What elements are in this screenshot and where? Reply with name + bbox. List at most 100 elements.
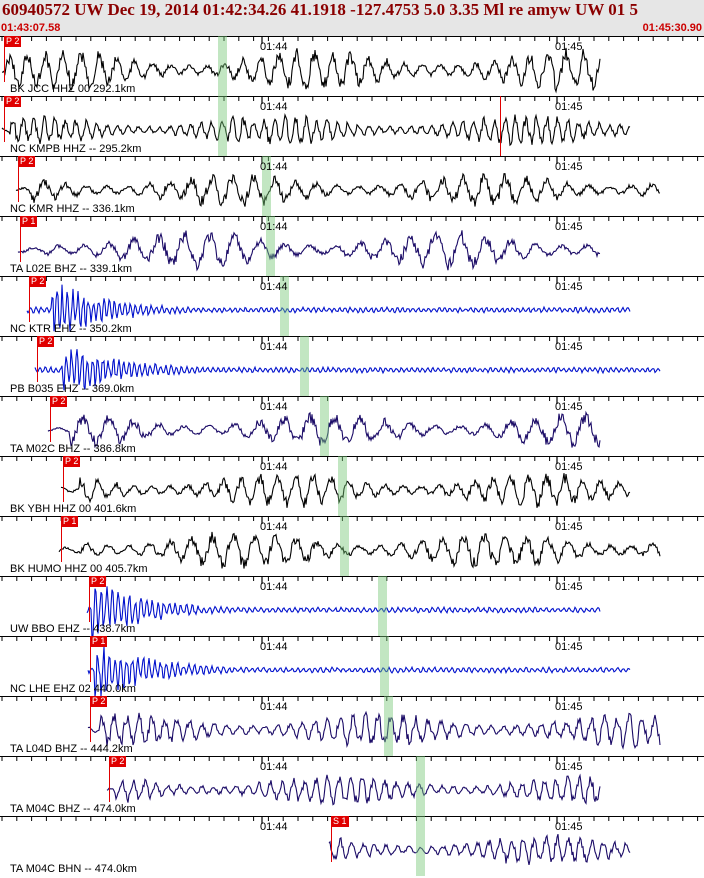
phase-pick-flag[interactable]: P 2 [63,456,81,467]
pick-line[interactable] [109,756,110,802]
seismogram-trace [328,834,631,866]
pick-line[interactable] [4,36,5,82]
phase-pick-flag[interactable]: P 1 [61,516,79,527]
station-label: NC LHE EHZ 02 440.0km [10,683,136,695]
arrival-marker[interactable] [416,756,425,816]
pick-line[interactable] [29,276,30,322]
phase-pick-flag[interactable]: P 2 [89,576,107,587]
phase-pick-flag[interactable]: P 2 [90,696,108,707]
pick-line[interactable] [20,216,21,262]
arrival-marker[interactable] [338,456,347,516]
arrival-marker[interactable] [378,576,387,636]
minute-label: 01:45 [555,821,583,833]
arrival-marker[interactable] [280,276,289,336]
seismogram-trace [1,47,601,94]
phase-pick-flag[interactable]: P 2 [29,276,47,287]
trace-panel[interactable]: 01:44 01:45 S 1 TA M04C BHN -- 474.0km [0,816,704,876]
station-label: TA M02C BHZ -- 386.8km [10,443,136,455]
station-label: BK HUMO HHZ 00 405.7km [10,563,148,575]
pick-line[interactable] [37,336,38,382]
minute-label: 01:44 [260,581,288,593]
pick-line[interactable] [331,816,332,862]
phase-pick-flag[interactable]: P 2 [4,96,22,107]
seismogram-trace [34,349,661,391]
minute-label: 01:44 [260,821,288,833]
minute-label: 01:44 [260,101,288,113]
arrival-marker[interactable] [262,156,271,216]
arrival-marker[interactable] [416,816,425,876]
start-time: 01:43:07.58 [1,22,61,34]
station-label: NC KMR HHZ -- 336.1km [10,203,135,215]
waveform-plot [0,456,704,508]
phase-pick-flag[interactable]: P 2 [109,756,127,767]
phase-pick-flag[interactable]: P 2 [50,396,68,407]
trace-panel[interactable]: 01:44 01:45 P 2 PB B035 EHZ -- 369.0km [0,336,704,396]
minute-label: 01:45 [555,581,583,593]
trace-panel[interactable]: 01:44 01:45 P 2 BK YBH HHZ 00 401.6km [0,456,704,516]
waveform-plot [0,576,704,636]
seismogram-trace [47,410,601,449]
minute-label: 01:45 [555,701,583,713]
arrival-marker[interactable] [218,36,227,96]
minute-label: 01:44 [260,41,288,53]
pick-line[interactable] [90,696,91,742]
trace-panel[interactable]: 01:44 01:45 P 2 TA M04C BHZ -- 474.0km [0,756,704,816]
trace-panel[interactable]: 01:44 01:45 P 2 BK JCC HHZ 00 292.1km [0,36,704,96]
minute-label: 01:44 [260,401,288,413]
phase-pick-flag[interactable]: P 1 [90,636,108,647]
arrival-marker[interactable] [300,336,309,396]
event-title: 60940572 UW Dec 19, 2014 01:42:34.26 41.… [2,0,639,19]
phase-pick-flag[interactable]: P 1 [20,216,38,227]
waveform-plot [0,96,704,147]
minute-label: 01:44 [260,161,288,173]
waveform-plot [0,216,704,272]
pick-line[interactable] [63,456,64,502]
minute-label: 01:45 [555,521,583,533]
arrival-marker[interactable] [384,696,393,756]
pick-line[interactable] [90,636,91,682]
pick-line[interactable] [61,516,62,562]
minute-label: 01:45 [555,341,583,353]
pick-line[interactable] [18,156,19,202]
station-label: BK JCC HHZ 00 292.1km [10,83,136,95]
arrival-marker[interactable] [340,516,349,576]
minute-label: 01:45 [555,641,583,653]
arrival-marker[interactable] [320,396,329,456]
pick-line[interactable] [4,96,5,142]
trace-panel[interactable]: 01:44 01:45 P 2 NC KTR EHZ -- 350.2km [0,276,704,336]
station-label: TA L02E BHZ -- 339.1km [10,263,133,275]
trace-panel[interactable]: 01:44 01:45 P 1 BK HUMO HHZ 00 405.7km [0,516,704,576]
trace-panel[interactable]: 01:44 01:45 P 1 NC LHE EHZ 02 440.0km [0,636,704,696]
trace-panel[interactable]: 01:44 01:45 P 2 UW BBO EHZ -- 438.7km [0,576,704,636]
minute-label: 01:44 [260,701,288,713]
station-label: PB B035 EHZ -- 369.0km [10,383,135,395]
trace-panel[interactable]: 01:44 01:45 P 2 NC KMPB HHZ -- 295.2km [0,96,704,156]
arrival-marker[interactable] [218,96,227,156]
minute-label: 01:45 [555,161,583,173]
seismogram-trace [58,531,661,569]
waveform-plot [0,696,704,750]
minute-label: 01:44 [260,461,288,473]
minute-label: 01:44 [260,341,288,353]
event-header: 60940572 UW Dec 19, 2014 01:42:34.26 41.… [0,0,704,36]
seismogram-trace [15,172,661,207]
phase-pick-flag[interactable]: P 2 [37,336,55,347]
end-time: 01:45:30.90 [642,22,702,34]
station-label: UW BBO EHZ -- 438.7km [10,623,136,635]
pick-line[interactable] [89,576,90,622]
trace-panel[interactable]: 01:44 01:45 P 2 TA M02C BHZ -- 386.8km [0,396,704,456]
station-label: TA M04C BHN -- 474.0km [10,863,137,875]
trace-panel[interactable]: 01:44 01:45 P 2 NC KMR HHZ -- 336.1km [0,156,704,216]
arrival-marker[interactable] [266,216,275,276]
phase-pick-flag[interactable]: P 2 [4,36,22,47]
minute-label: 01:45 [555,401,583,413]
pick-line[interactable] [50,396,51,442]
station-label: BK YBH HHZ 00 401.6km [10,503,137,515]
trace-panel[interactable]: 01:44 01:45 P 1 TA L02E BHZ -- 339.1km [0,216,704,276]
phase-pick-flag[interactable]: S 1 [331,816,349,827]
s-pick-line[interactable] [500,96,501,156]
arrival-marker[interactable] [380,636,389,696]
trace-panel[interactable]: 01:44 01:45 P 2 TA L04D BHZ -- 444.2km [0,696,704,756]
phase-pick-flag[interactable]: P 2 [18,156,36,167]
minute-label: 01:44 [260,641,288,653]
